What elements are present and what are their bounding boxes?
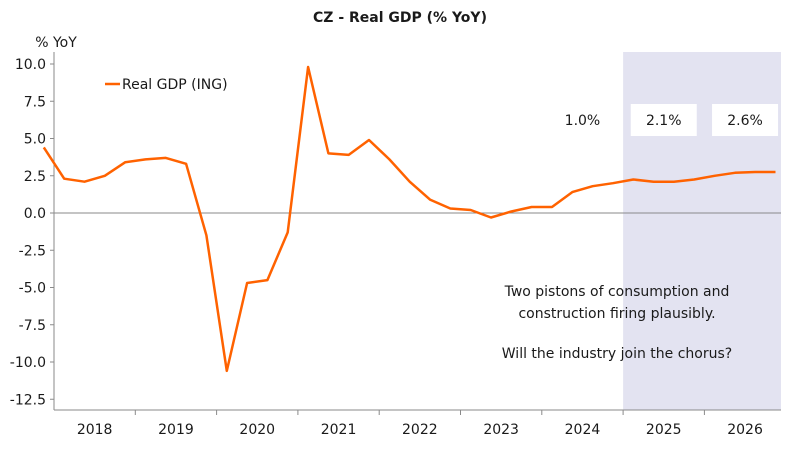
x-tick-label: 2019	[158, 422, 194, 438]
annotation-line-3: Will the industry join the chorus?	[502, 346, 732, 362]
annual-label-box	[630, 104, 697, 136]
y-tick-labels: 10.0 7.5 5.0 2.5 0.0 -2.5 -5.0 -7.5 -10.0 -12.5	[10, 57, 54, 408]
series-layer	[42, 65, 776, 373]
x-tick-label: 2025	[646, 422, 682, 438]
annotation-line-2: construction firing plausibly.	[518, 306, 715, 322]
y-tick-label: -10.0	[10, 355, 46, 371]
axes	[53, 52, 781, 411]
legend: Real GDP (ING)	[105, 77, 228, 93]
annual-label: 1.0%	[565, 113, 601, 129]
x-tick-label: 2021	[321, 422, 357, 438]
annotation-line-1: Two pistons of consumption and	[504, 284, 730, 300]
legend-label: Real GDP (ING)	[122, 77, 228, 93]
annotation: Two pistons of consumption and construct…	[502, 284, 732, 362]
y-tick-label: 0.0	[24, 206, 46, 222]
x-tick-labels: 2018 2019 2020 2021 2022 2023 2024 2025 2026	[77, 410, 763, 438]
annual-label: 2.6%	[727, 113, 763, 129]
x-tick-label: 2026	[727, 422, 763, 438]
x-tick-label: 2022	[402, 422, 438, 438]
series-line	[42, 65, 776, 373]
x-tick-label: 2023	[483, 422, 519, 438]
x-tick-label: 2018	[77, 422, 113, 438]
y-axis-unit: % YoY	[35, 35, 77, 51]
annual-label: 2.1%	[646, 113, 682, 129]
y-tick-label: 5.0	[24, 132, 46, 148]
y-tick-label: 10.0	[15, 57, 46, 73]
y-tick-label: -5.0	[19, 281, 46, 297]
annual-labels: 1.0% 2.1% 2.6%	[565, 104, 779, 136]
annual-label-box	[712, 104, 779, 136]
y-tick-label: -2.5	[19, 243, 46, 259]
y-tick-label: 7.5	[24, 94, 46, 110]
chart-title: CZ - Real GDP (% YoY)	[313, 10, 487, 26]
x-tick-label: 2020	[239, 422, 275, 438]
y-tick-label: -7.5	[19, 318, 46, 334]
x-tick-label: 2024	[565, 422, 601, 438]
y-tick-label: 2.5	[24, 169, 46, 185]
y-tick-label: -12.5	[10, 392, 46, 408]
